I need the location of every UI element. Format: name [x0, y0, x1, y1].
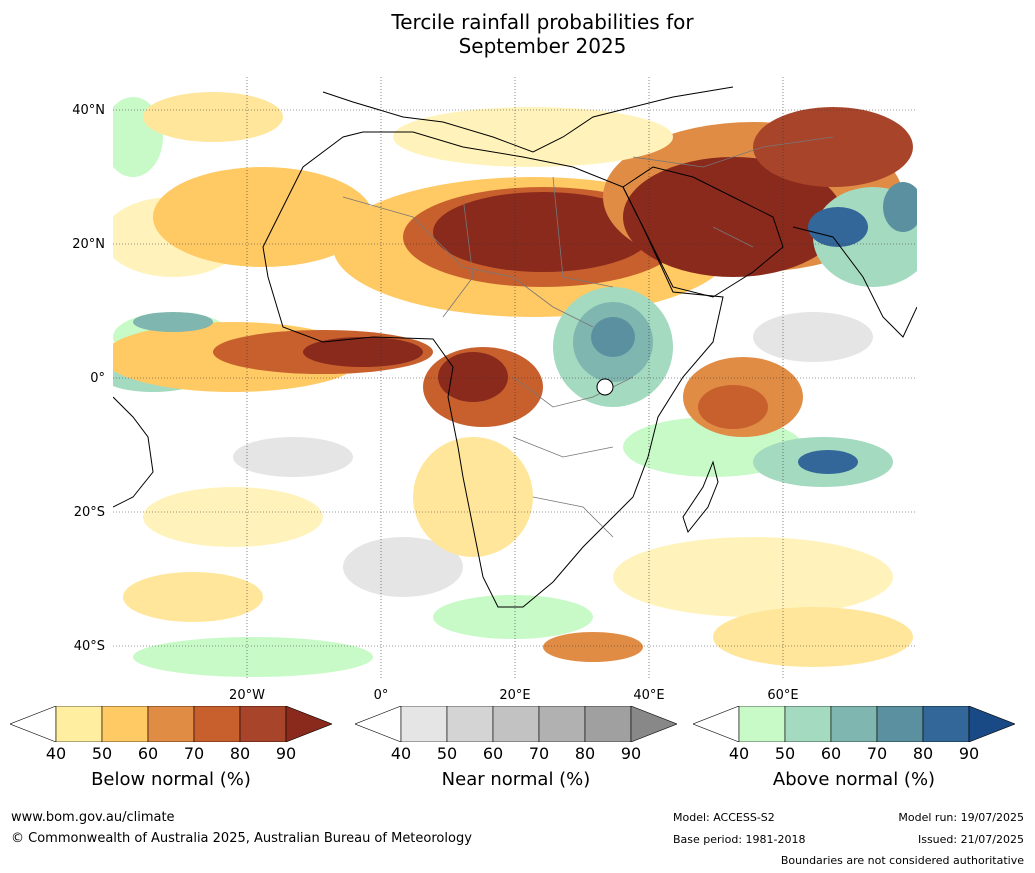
footer-model: Model: ACCESS-S2 [673, 811, 775, 824]
lat-label-0: 0° [90, 371, 105, 386]
cbar-near-label: Near normal (%) [441, 769, 591, 790]
map-canvas [113, 77, 917, 680]
cbar-above-tick: 70 [866, 744, 888, 763]
cbar-near-tick: 50 [436, 744, 458, 763]
cbar-above-band-80-90 [922, 706, 970, 742]
lake-victoria [596, 378, 614, 396]
cbar-near-tick: 40 [390, 744, 412, 763]
cbar-below-tick: 50 [91, 744, 113, 763]
map-title: Tercile rainfall probabilities for Septe… [0, 10, 1035, 58]
cbar-below-band-70-80 [193, 706, 241, 742]
country-borders [342, 136, 834, 538]
cbar-above-band-40-50 [738, 706, 786, 742]
lon-label-60e: 60°E [767, 688, 799, 703]
cbar-below-tick: 40 [45, 744, 67, 763]
below-normal-areas [113, 92, 913, 557]
cbar-near-min-arrow [355, 706, 402, 742]
footer-issued: Issued: 21/07/2025 [917, 833, 1024, 846]
colorbar-near-normal [355, 706, 677, 742]
cbar-near-tick: 60 [482, 744, 504, 763]
cbar-near-band-70-80 [538, 706, 586, 742]
lat-label-40s: 40°S [73, 639, 105, 654]
lat-label-40n: 40°N [72, 103, 105, 118]
lon-label-20e: 20°E [499, 688, 531, 703]
cbar-below-label: Below normal (%) [91, 769, 251, 790]
cbar-below-max-arrow [285, 706, 332, 742]
cbar-near-band-40-50 [400, 706, 448, 742]
cbar-near-band-80-90 [584, 706, 632, 742]
cbar-near-max-arrow [630, 706, 677, 742]
footer-model-run: Model run: 19/07/2025 [898, 811, 1024, 824]
lon-label-0: 0° [373, 688, 389, 703]
footer-copyright: © Commonwealth of Australia 2025, Austra… [11, 831, 472, 846]
footer-base-period: Base period: 1981-2018 [673, 833, 806, 846]
cbar-above-max-arrow [968, 706, 1015, 742]
cbar-below-tick: 80 [229, 744, 251, 763]
title-line-1: Tercile rainfall probabilities for [391, 10, 694, 34]
cbar-above-tick: 40 [728, 744, 750, 763]
cbar-below-min-arrow [10, 706, 57, 742]
above-normal-areas [133, 182, 917, 487]
cbar-below-band-80-90 [239, 706, 287, 742]
cbar-below-band-60-70 [147, 706, 195, 742]
cbar-below-tick: 90 [275, 744, 297, 763]
footer-url[interactable]: www.bom.gov.au/climate [11, 810, 175, 825]
cbar-above-band-50-60 [784, 706, 832, 742]
cbar-above-label: Above normal (%) [772, 769, 936, 790]
footer-disclaimer: Boundaries are not considered authoritat… [780, 854, 1024, 867]
cbar-above-tick: 50 [774, 744, 796, 763]
colorbar-below-normal [10, 706, 332, 742]
cbar-near-tick: 70 [528, 744, 550, 763]
rainfall-map [113, 77, 917, 680]
cbar-below-tick: 60 [137, 744, 159, 763]
cbar-below-band-40-50 [55, 706, 103, 742]
cbar-near-band-60-70 [492, 706, 540, 742]
colorbar-above-normal [693, 706, 1015, 742]
cbar-below-band-50-60 [101, 706, 149, 742]
cbar-above-min-arrow [693, 706, 740, 742]
cbar-above-tick: 80 [912, 744, 934, 763]
cbar-below-tick: 70 [183, 744, 205, 763]
cbar-above-tick: 90 [958, 744, 980, 763]
cbar-near-tick: 80 [574, 744, 596, 763]
cbar-near-band-50-60 [446, 706, 494, 742]
lon-label-20w: 20°W [229, 688, 265, 703]
lat-label-20s: 20°S [73, 505, 105, 520]
cbar-above-band-60-70 [830, 706, 878, 742]
lon-label-40e: 40°E [633, 688, 665, 703]
cbar-near-tick: 90 [620, 744, 642, 763]
coastlines [113, 86, 917, 608]
cbar-above-band-70-80 [876, 706, 924, 742]
cbar-above-tick: 60 [820, 744, 842, 763]
title-line-2: September 2025 [458, 34, 627, 58]
lat-label-20n: 20°N [72, 237, 105, 252]
